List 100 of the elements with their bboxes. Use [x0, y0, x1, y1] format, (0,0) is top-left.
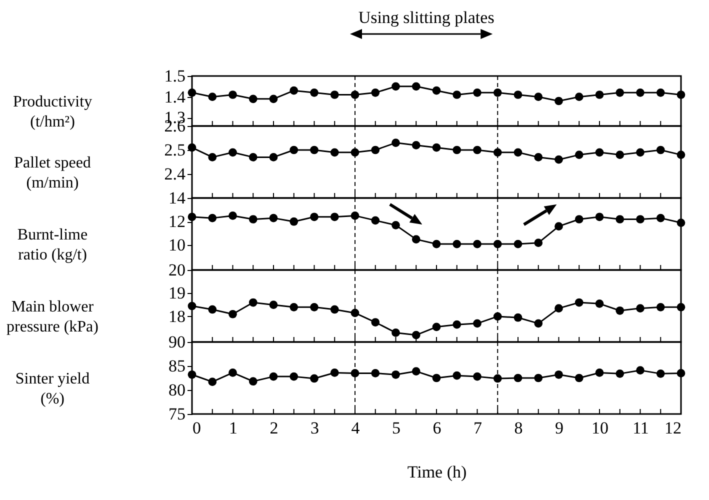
point — [208, 214, 217, 222]
point — [248, 377, 258, 386]
point — [616, 88, 624, 97]
point — [248, 215, 258, 224]
point — [392, 82, 400, 91]
point — [228, 368, 237, 377]
point — [412, 330, 420, 340]
point — [188, 212, 196, 222]
point — [636, 215, 644, 224]
point — [432, 322, 441, 332]
y-tick-label: 90 — [168, 332, 186, 352]
point — [473, 240, 482, 248]
y-tick-label: 20 — [168, 260, 186, 280]
point — [269, 372, 278, 381]
point — [616, 370, 624, 378]
point — [595, 148, 604, 157]
point — [208, 305, 217, 314]
x-tick-label: 9 — [555, 418, 564, 438]
point — [656, 370, 665, 378]
point — [248, 153, 258, 162]
point — [269, 153, 278, 162]
point — [534, 92, 543, 102]
y-axis-title: Sinter yield (%) — [15, 370, 90, 408]
x-tick-label: 5 — [392, 418, 400, 438]
point — [616, 150, 624, 159]
y-axis-title: Main blower pressure (kPa) — [6, 298, 98, 336]
point — [208, 153, 217, 162]
point — [574, 92, 584, 102]
point — [350, 308, 360, 318]
point — [248, 94, 258, 104]
point — [412, 82, 420, 91]
point — [248, 298, 258, 307]
y-tick-label: 1.5 — [164, 66, 186, 86]
point — [371, 88, 380, 97]
point — [452, 320, 462, 329]
point — [208, 378, 217, 386]
point — [473, 319, 482, 328]
x-tick-label: 10 — [592, 418, 608, 438]
point — [676, 302, 686, 312]
point — [554, 222, 563, 231]
point — [412, 367, 420, 376]
point — [554, 155, 563, 164]
point — [371, 369, 380, 378]
point — [595, 368, 604, 377]
point — [514, 148, 522, 157]
point — [656, 88, 665, 97]
point — [290, 372, 298, 381]
y-tick-label: 2.5 — [164, 140, 186, 160]
point — [371, 318, 380, 326]
point — [656, 302, 665, 312]
y-axis-title: Productivity (t/hm²) — [12, 94, 92, 130]
point — [676, 369, 686, 378]
y-tick-label: 10 — [168, 236, 186, 255]
point — [330, 368, 339, 377]
point — [534, 153, 543, 162]
point — [473, 146, 482, 154]
y-axis-title: Pallet speed (m/min) — [14, 154, 91, 192]
y-tick-label: 85 — [168, 356, 186, 376]
point — [188, 302, 196, 310]
point — [514, 90, 522, 99]
point — [493, 374, 502, 383]
point — [290, 217, 298, 226]
y-tick-label: 2.4 — [164, 164, 186, 184]
point — [432, 86, 441, 95]
point — [228, 310, 237, 318]
point — [310, 212, 318, 222]
point — [473, 372, 482, 381]
point — [574, 374, 584, 382]
point — [330, 90, 339, 99]
y-tick-label: 14 — [168, 188, 186, 208]
point — [452, 90, 462, 99]
x-tick-label: 3 — [310, 418, 319, 438]
point — [676, 90, 686, 99]
y-axis-title: Burnt-lime ratio (kg/t) — [17, 226, 88, 264]
point — [432, 143, 441, 152]
point — [392, 220, 400, 230]
point — [595, 212, 604, 222]
x-tick-label: 12 — [664, 418, 682, 438]
point — [269, 214, 278, 222]
point — [574, 215, 584, 224]
point — [636, 148, 644, 157]
x-tick-label: 1 — [229, 418, 238, 438]
point — [574, 150, 584, 159]
point — [514, 374, 522, 382]
point — [310, 88, 318, 97]
point — [208, 92, 217, 102]
point — [290, 302, 298, 312]
point — [514, 240, 522, 248]
point — [636, 366, 644, 374]
point — [392, 370, 400, 379]
point — [452, 371, 462, 380]
y-tick-label: 1.4 — [164, 87, 186, 106]
y-tick-label: 75 — [168, 404, 186, 424]
point — [310, 374, 318, 383]
x-tick-label: 0 — [192, 418, 201, 438]
point — [676, 150, 686, 159]
x-tick-label: 7 — [474, 418, 482, 438]
point — [534, 238, 543, 248]
point — [636, 304, 644, 312]
point — [595, 90, 604, 99]
